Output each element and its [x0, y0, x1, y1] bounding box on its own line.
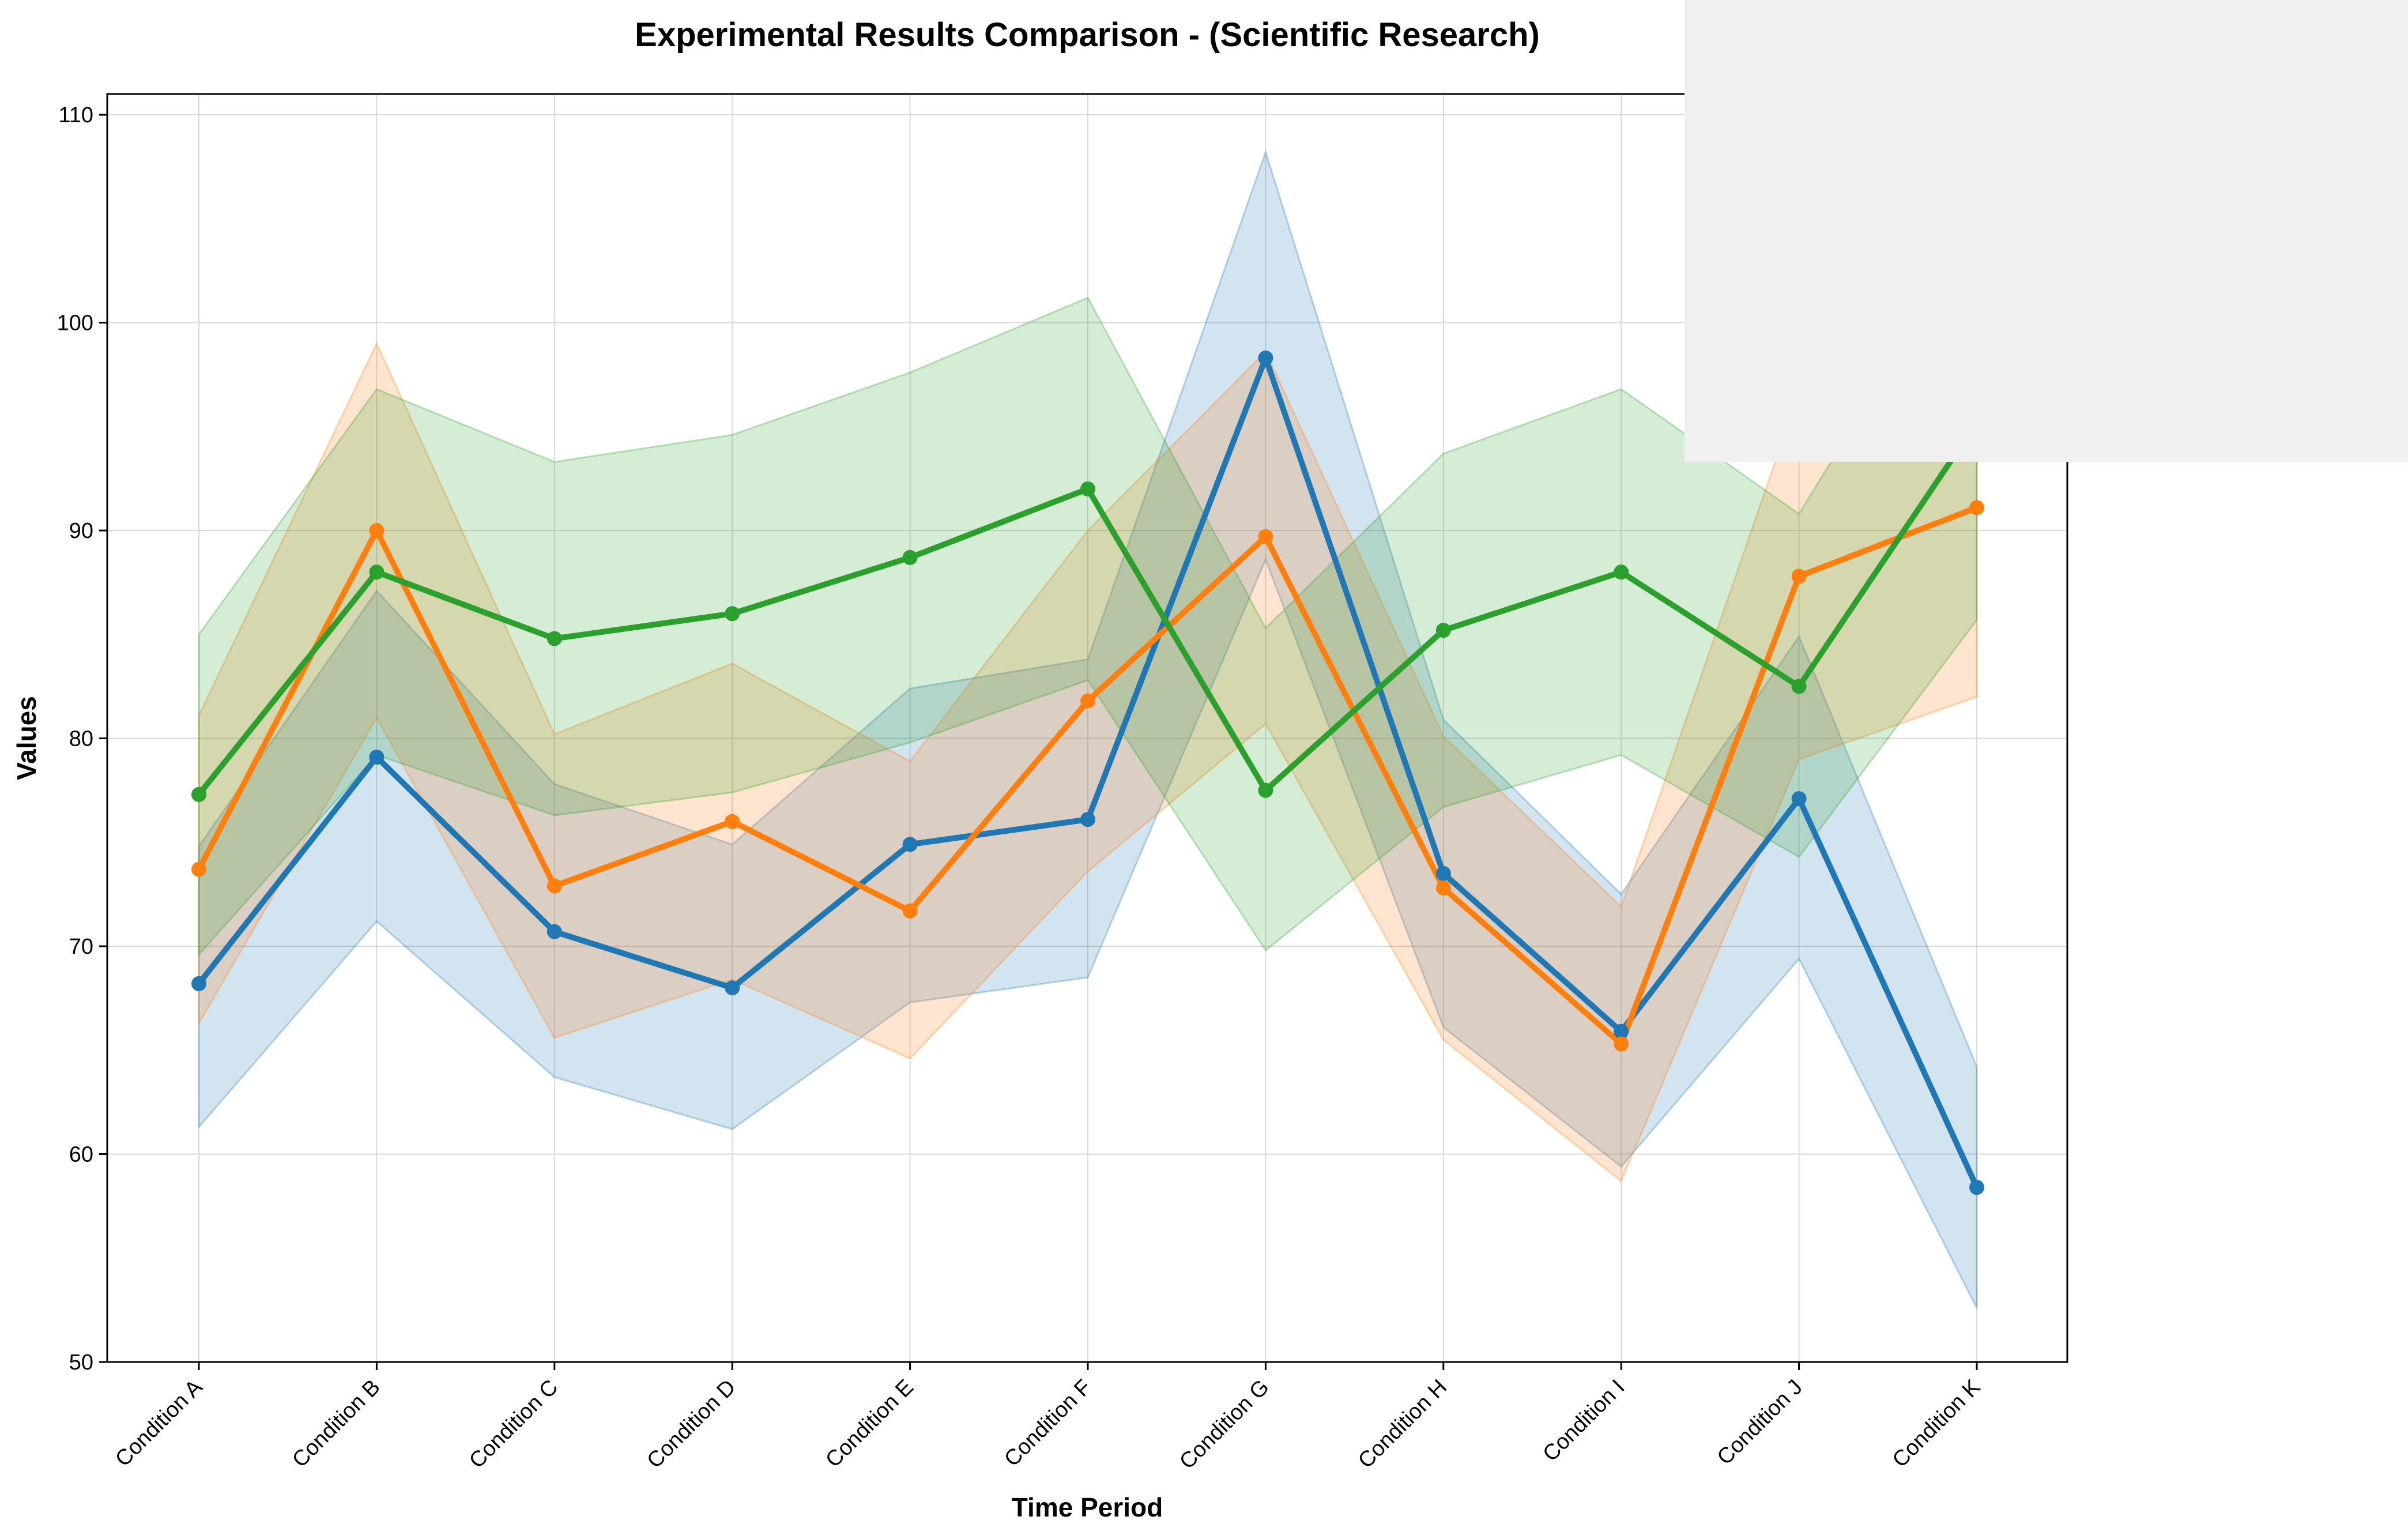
series-1-point: [547, 924, 562, 939]
series-2-point: [725, 814, 740, 829]
y-tick-label: 110: [58, 103, 93, 127]
series-3-point: [1614, 565, 1629, 580]
series-3-point: [902, 550, 918, 565]
series-3-point: [191, 787, 206, 802]
series-2-point: [1435, 880, 1451, 896]
series-2-point: [1969, 500, 1984, 515]
x-tick-label: Condition J: [1713, 1375, 1807, 1470]
series-1-point: [1258, 350, 1273, 366]
series-3-band: [198, 221, 1978, 957]
chart-title: Experimental Results Comparison - (Scien…: [635, 16, 1540, 54]
series-3-point: [1435, 623, 1451, 638]
series-2-point: [191, 861, 206, 877]
series-3-point: [547, 631, 562, 646]
x-tick-label: Condition D: [642, 1375, 740, 1473]
series-3-point: [725, 606, 740, 622]
y-axis-label: Values: [12, 696, 42, 780]
y-tick-label: 90: [69, 519, 93, 543]
legend-panel: [1685, 0, 2408, 462]
series-1-point: [725, 980, 740, 996]
x-tick-label: Condition E: [821, 1375, 918, 1473]
series-2-point: [1614, 1036, 1629, 1052]
y-tick-label: 50: [69, 1350, 93, 1375]
series-1-point: [902, 837, 918, 852]
series-1-point: [1080, 812, 1095, 827]
series-3-point: [1080, 481, 1095, 496]
series-1-point: [1614, 1024, 1629, 1039]
x-tick-label: Condition B: [288, 1375, 385, 1473]
series-1-point: [191, 976, 206, 991]
series-2-point: [902, 903, 918, 919]
series-2-point: [1080, 693, 1095, 709]
x-tick-label: Condition G: [1175, 1375, 1274, 1474]
x-axis-label: Time Period: [1012, 1492, 1163, 1522]
series-1-point: [1435, 866, 1451, 881]
grid: [107, 94, 2067, 1363]
y-tick-label: 100: [57, 311, 93, 336]
series-2-point: [1791, 569, 1807, 584]
series-points: [191, 350, 1984, 1195]
x-tick-label: Condition I: [1538, 1375, 1629, 1466]
series-1-point: [369, 749, 385, 765]
series-2-point: [1258, 529, 1273, 544]
series-3-point: [1258, 782, 1273, 798]
series-1-point: [1791, 791, 1807, 807]
x-tick-label: Condition F: [1000, 1375, 1096, 1472]
series-1-point: [1969, 1180, 1984, 1195]
series-3-point: [1791, 679, 1807, 694]
x-tick-label: Condition A: [111, 1375, 208, 1472]
x-tick-label: Condition C: [465, 1375, 563, 1473]
series-2-point: [547, 878, 562, 894]
y-tick-label: 60: [69, 1143, 93, 1167]
series-1-band: [198, 149, 1978, 1308]
series-3-point: [369, 565, 385, 580]
y-tick-label: 80: [69, 727, 93, 751]
y-tick-label: 70: [69, 935, 93, 959]
series-2-point: [369, 523, 385, 539]
x-tick-label: Condition K: [1888, 1375, 1985, 1473]
x-tick-label: Condition H: [1354, 1375, 1452, 1473]
